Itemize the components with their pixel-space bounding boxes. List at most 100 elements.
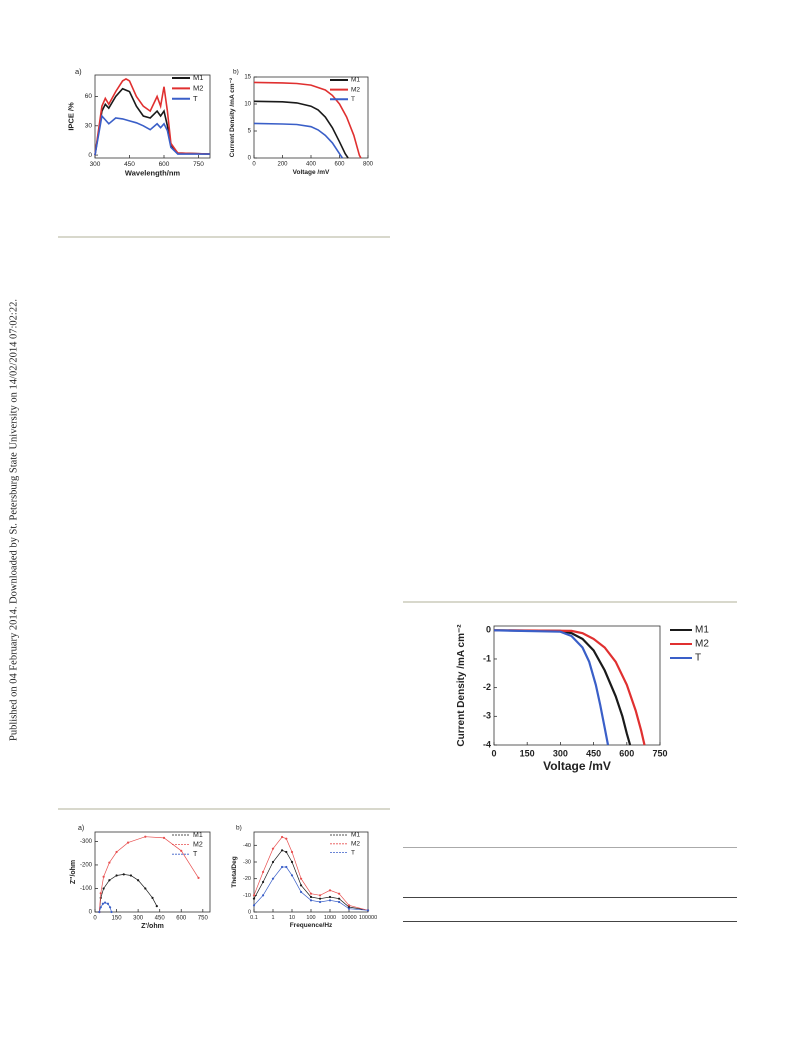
point [280, 835, 284, 839]
point [285, 837, 288, 840]
point [115, 874, 118, 877]
x-tick-label: 600 [159, 161, 170, 168]
series-line [98, 836, 199, 913]
point [309, 899, 313, 902]
point [280, 865, 284, 869]
legend-label: M2 [351, 86, 360, 93]
y-axis-label: Theta/Deg [231, 856, 238, 887]
x-axis-label: Wavelength/nm [125, 169, 180, 178]
y-tick-label: -200 [80, 863, 93, 869]
series-line [493, 629, 632, 746]
x-tick-label: 1000 [324, 915, 336, 921]
y-tick-label: 0 [88, 152, 92, 159]
y-tick-label: 0 [248, 156, 252, 162]
point [102, 887, 105, 890]
y-tick-label: 0 [248, 909, 251, 915]
y-tick-label: -30 [243, 859, 251, 865]
legend-label: M1 [351, 77, 360, 84]
legend-label: M2 [193, 841, 203, 848]
point [108, 861, 111, 864]
point [271, 847, 275, 850]
point [252, 897, 256, 900]
rule [58, 808, 390, 810]
legend-label: M1 [193, 832, 203, 839]
x-tick-label: 450 [155, 916, 166, 922]
point [98, 910, 101, 914]
plot-frame [493, 625, 661, 746]
plot-frame [94, 74, 211, 159]
y-tick-label: -20 [243, 876, 251, 882]
point [290, 860, 294, 864]
chart: 0 150 300 450 600 750 0 -100 -200 -300 Z'/ohm Z''/o… [70, 825, 211, 930]
x-tick-label: 300 [90, 161, 101, 168]
y-tick-label: 5 [248, 129, 252, 135]
point [261, 870, 265, 874]
y-tick-label: -2 [483, 682, 491, 692]
series-line [253, 866, 369, 911]
y-tick-label: -1 [483, 653, 491, 663]
point [102, 875, 105, 878]
point [347, 907, 351, 910]
x-tick-label: 450 [586, 748, 601, 758]
x-tick-label: 200 [277, 162, 288, 168]
point [144, 887, 147, 890]
point [103, 901, 107, 904]
point [137, 879, 140, 882]
point [197, 876, 200, 879]
x-tick-label: 750 [652, 748, 667, 758]
table-rule [403, 897, 737, 898]
series-line [94, 77, 211, 156]
series-line [94, 87, 211, 156]
panel-label: a) [78, 825, 84, 832]
y-tick-label: 30 [85, 122, 93, 129]
series-line [253, 100, 349, 159]
rule [403, 601, 737, 603]
legend-label: T [193, 94, 198, 103]
x-axis-label: Voltage /mV [543, 759, 611, 773]
point [328, 899, 332, 902]
point [271, 860, 275, 864]
x-tick-label: 600 [334, 162, 345, 168]
point [328, 895, 332, 899]
point [290, 850, 294, 854]
legend-label: T [695, 653, 701, 664]
x-tick-label: 0 [93, 916, 97, 922]
panel-label: b) [233, 69, 239, 76]
point [108, 906, 112, 909]
legend-label: M2 [193, 83, 203, 92]
point [337, 900, 341, 904]
panel-label: b) [236, 825, 242, 832]
panel-label: a) [75, 67, 82, 76]
y-tick-label: 0 [89, 910, 93, 916]
x-tick-label: 0.1 [250, 915, 258, 921]
point [180, 849, 183, 852]
point [151, 896, 154, 899]
x-tick-label: 1 [271, 915, 274, 921]
x-tick-label: 800 [363, 162, 374, 168]
x-tick-label: 750 [193, 161, 204, 168]
table-rule [403, 847, 737, 848]
x-tick-label: 100 [306, 915, 315, 921]
point [261, 894, 265, 897]
series-line [94, 114, 210, 156]
point [101, 902, 105, 905]
x-tick-label: 150 [112, 916, 123, 922]
x-tick-label: 300 [553, 748, 568, 758]
point [155, 905, 158, 908]
y-axis-label: Current Density /mA cm⁻² [456, 624, 467, 747]
x-tick-label: 0 [252, 162, 256, 168]
legend-label: M2 [695, 639, 709, 650]
legend-label: T [351, 849, 355, 856]
y-axis-label: Current Density /mA cm⁻² [229, 77, 236, 157]
point [162, 836, 166, 839]
y-axis-label: IPCE /% [67, 102, 76, 131]
legend-label: M2 [351, 841, 360, 848]
point [110, 910, 113, 914]
series-line [493, 629, 610, 746]
x-tick-label: 100000 [359, 915, 377, 921]
y-tick-label: -3 [483, 711, 491, 721]
point [115, 850, 118, 854]
legend-label: M1 [351, 832, 360, 839]
